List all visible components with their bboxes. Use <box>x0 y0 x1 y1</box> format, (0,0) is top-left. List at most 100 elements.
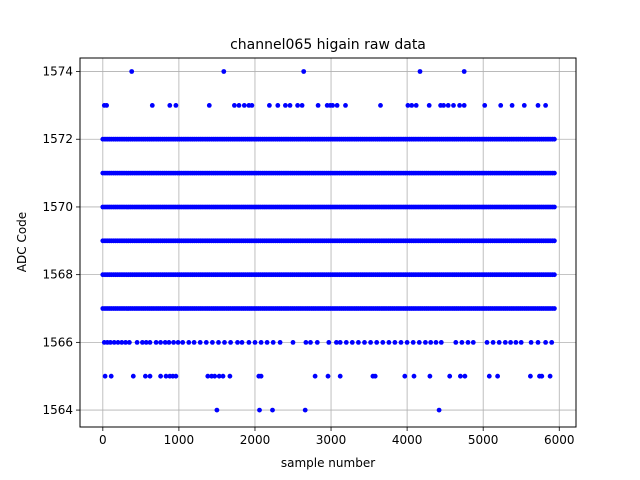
data-point <box>374 340 380 345</box>
data-point <box>270 340 276 345</box>
data-point <box>173 103 179 108</box>
data-point <box>197 340 203 345</box>
data-point <box>368 340 373 345</box>
data-point <box>126 340 132 345</box>
data-point <box>498 103 504 108</box>
data-point <box>315 103 321 108</box>
data-point <box>227 373 233 379</box>
data-point <box>153 340 159 345</box>
chart-title: channel065 higain raw data <box>230 37 426 53</box>
data-point <box>158 373 164 379</box>
data-point <box>246 340 252 345</box>
data-point <box>547 373 553 379</box>
data-point <box>290 340 296 345</box>
y-tick-label: 1564 <box>42 403 73 417</box>
data-point <box>252 340 258 345</box>
data-point <box>451 103 456 108</box>
data-point <box>356 340 361 345</box>
data-point <box>404 340 410 345</box>
data-point <box>417 69 423 74</box>
data-point <box>166 340 172 345</box>
data-point <box>458 373 463 379</box>
data-point <box>140 340 145 345</box>
x-axis-label: sample number <box>281 456 375 470</box>
data-point <box>173 373 179 379</box>
data-point <box>528 340 534 345</box>
data-point <box>312 373 318 379</box>
data-point <box>543 340 548 345</box>
data-point <box>334 340 339 345</box>
data-point <box>457 103 462 108</box>
data-point <box>314 340 320 345</box>
data-point <box>372 373 378 379</box>
x-tick-label: 0 <box>99 433 107 447</box>
data-point <box>392 340 398 345</box>
data-point <box>119 340 125 345</box>
data-point <box>267 103 272 108</box>
data-point <box>308 340 313 345</box>
data-point <box>212 373 218 379</box>
data-point <box>299 103 305 108</box>
data-point <box>147 340 153 345</box>
data-point <box>302 407 308 413</box>
data-point <box>495 373 500 379</box>
data-point <box>496 340 502 345</box>
data-point <box>220 373 226 379</box>
data-point <box>405 103 411 108</box>
data-point <box>222 340 227 345</box>
data-point <box>257 407 262 413</box>
x-tick-label: 4000 <box>392 433 423 447</box>
data-point <box>163 373 169 379</box>
data-point <box>123 340 128 345</box>
x-tick-label: 6000 <box>544 433 575 447</box>
data-point <box>149 103 155 108</box>
data-point <box>115 340 121 345</box>
data-point <box>249 103 255 108</box>
data-point <box>461 103 467 108</box>
data-point <box>552 136 557 142</box>
data-point <box>210 340 215 345</box>
data-point <box>287 103 293 108</box>
data-point <box>235 340 240 345</box>
data-point <box>186 340 192 345</box>
data-point <box>258 373 264 379</box>
y-tick-label: 1568 <box>42 268 73 282</box>
data-point <box>426 103 432 108</box>
data-point <box>521 103 527 108</box>
data-point <box>484 340 490 345</box>
data-point <box>402 373 408 379</box>
data-point <box>203 340 209 345</box>
data-point <box>502 340 508 345</box>
data-point <box>423 340 428 345</box>
data-point <box>543 103 548 108</box>
data-point <box>303 340 309 345</box>
data-point <box>411 373 417 379</box>
data-point <box>362 340 367 345</box>
y-axis: 1564 1566 1568 1570 1572 1574 <box>42 65 80 417</box>
data-point <box>326 340 332 345</box>
data-point <box>205 373 211 379</box>
x-tick-label: 2000 <box>240 433 271 447</box>
data-point <box>539 373 545 379</box>
data-point <box>549 340 555 345</box>
data-point <box>486 373 492 379</box>
data-point <box>108 373 114 379</box>
x-tick-label: 5000 <box>468 433 499 447</box>
data-point <box>433 340 439 345</box>
data-point <box>175 340 181 345</box>
data-point <box>398 340 404 345</box>
data-point <box>461 69 467 74</box>
data-point <box>445 103 451 108</box>
data-point <box>241 103 247 108</box>
data-point <box>535 340 541 345</box>
data-point <box>552 306 557 311</box>
data-point <box>438 340 444 345</box>
data-point <box>416 340 422 345</box>
data-point <box>441 103 446 108</box>
data-point <box>129 69 135 74</box>
data-point <box>270 407 275 413</box>
plot-frame <box>79 57 577 428</box>
data-point <box>277 340 283 345</box>
data-point <box>380 340 386 345</box>
data-point <box>552 238 557 244</box>
